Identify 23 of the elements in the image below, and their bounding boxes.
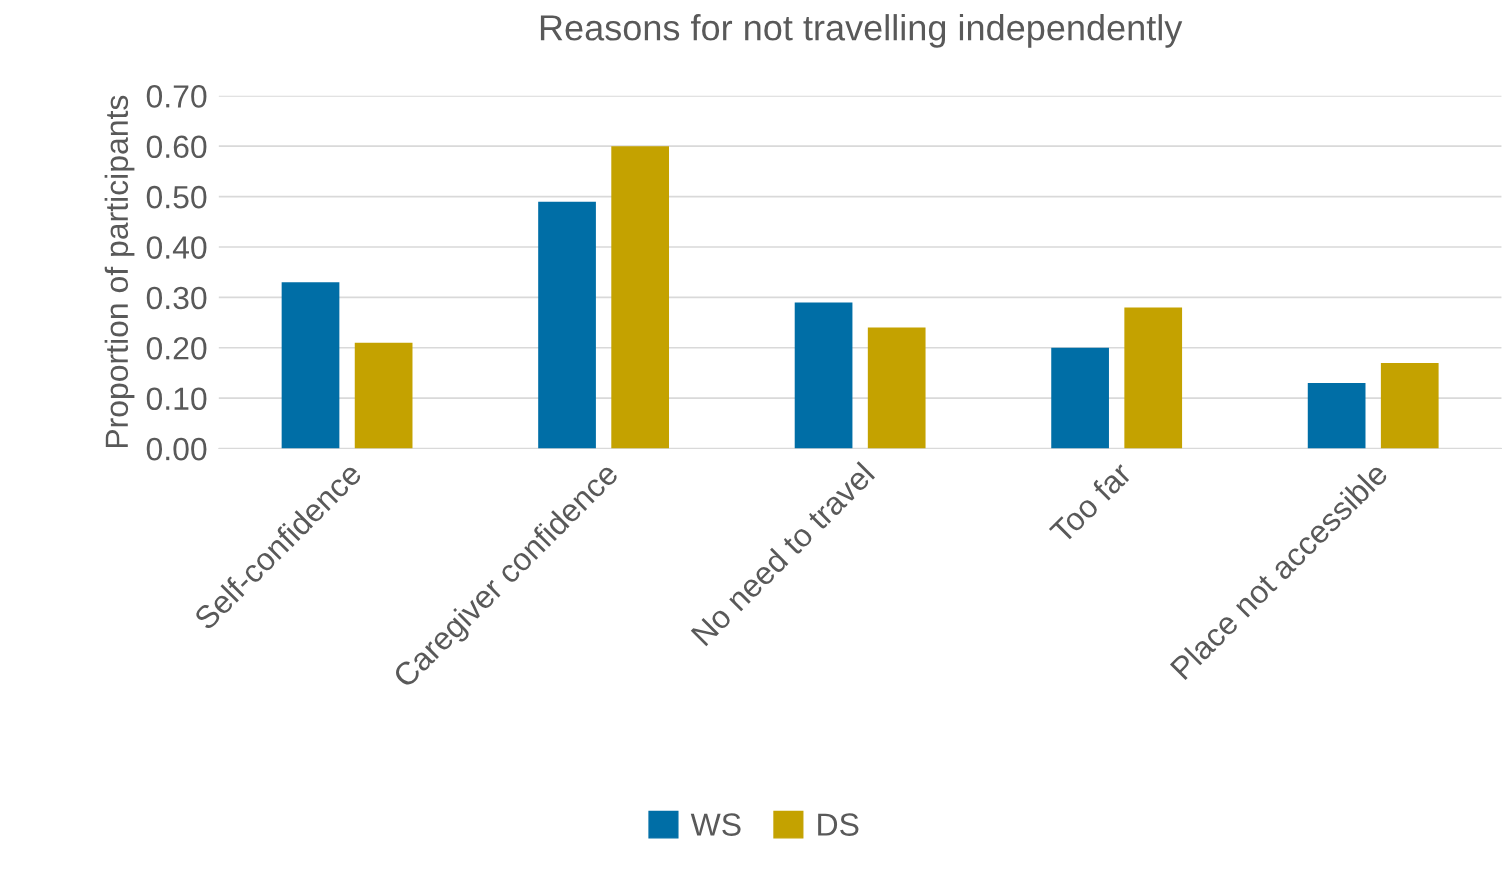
y-tick-label: 0.40 (146, 236, 207, 259)
bar (1380, 362, 1439, 449)
y-tick-label: 0.00 (146, 437, 207, 461)
x-tick-label: Too far (1048, 460, 1133, 545)
bar (611, 146, 670, 449)
y-tick-label: 0.10 (146, 387, 207, 411)
bar (1051, 347, 1109, 449)
legend-label: DS (818, 813, 859, 836)
legend-label: WS (690, 813, 741, 836)
y-tick-label: 0.50 (146, 185, 207, 209)
y-tick-label: 0.60 (146, 135, 207, 159)
bar (867, 327, 926, 449)
bar (354, 342, 413, 449)
y-tick-label: 0.70 (146, 85, 207, 108)
bar (1307, 383, 1366, 449)
chart-title: Reasons for not travelling independently (540, 14, 1183, 48)
bar (794, 302, 853, 449)
bar (281, 282, 340, 449)
y-axis-title: Proportion of participants (104, 95, 135, 448)
y-tick-label: 0.20 (146, 337, 207, 360)
y-tick-label: 0.30 (146, 286, 207, 310)
bar (538, 201, 596, 449)
bar (1124, 307, 1183, 449)
